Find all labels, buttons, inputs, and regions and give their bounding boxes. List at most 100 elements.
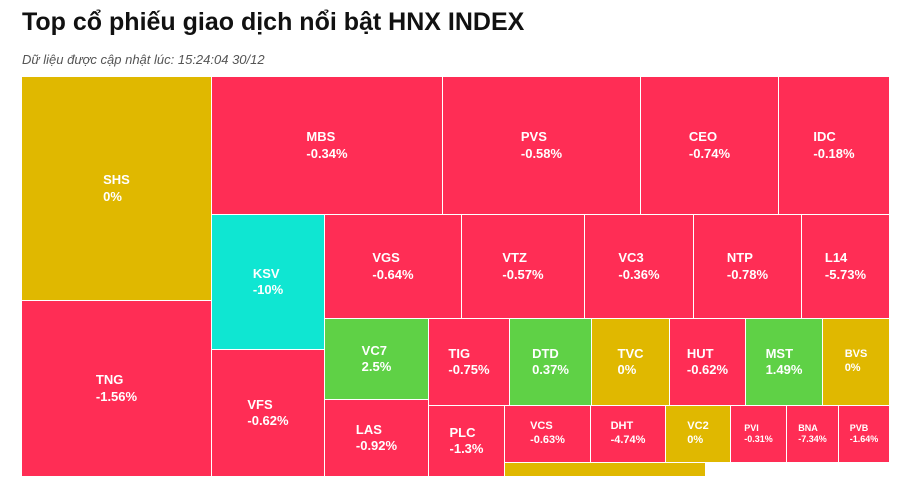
treemap-cell-ksv[interactable]: KSV -10% bbox=[212, 215, 325, 350]
change-label: -0.62% bbox=[686, 362, 729, 377]
treemap-cell-ceo[interactable]: CEO -0.74% bbox=[641, 77, 779, 215]
treemap-cell-tig[interactable]: TIG -0.75% bbox=[429, 319, 510, 406]
treemap-cell-pvb[interactable]: PVB -1.64% bbox=[839, 406, 890, 463]
treemap-cell-ntp[interactable]: NTP -0.78% bbox=[694, 215, 802, 319]
treemap-cell-las[interactable]: LAS -0.92% bbox=[325, 400, 429, 477]
cell-label-group: PVB -1.64% bbox=[850, 423, 879, 446]
change-label: -1.64% bbox=[849, 434, 879, 444]
cell-label-group: VCS -0.63% bbox=[530, 420, 565, 448]
ticker-label: VTZ bbox=[502, 250, 527, 266]
change-label: -0.34% bbox=[306, 145, 348, 161]
treemap-cell-dht[interactable]: DHT -4.74% bbox=[591, 406, 666, 463]
change-label: -0.18% bbox=[813, 145, 855, 161]
change-label: 0% bbox=[103, 188, 122, 204]
treemap-cell-pvi[interactable]: PVI -0.31% bbox=[731, 406, 787, 463]
treemap-cell-plc[interactable]: PLC -1.3% bbox=[429, 406, 505, 477]
change-label: -0.64% bbox=[372, 266, 414, 282]
cell-label-group: BVS 0% bbox=[845, 348, 868, 376]
treemap-cell-mbs[interactable]: MBS -0.34% bbox=[212, 77, 443, 215]
cell-label-group: MBS -0.34% bbox=[306, 129, 347, 162]
treemap-cell-vgs[interactable]: VGS -0.64% bbox=[325, 215, 462, 319]
treemap-cell-vc7[interactable]: VC7 2.5% bbox=[325, 319, 429, 400]
cell-label-group: TVC 0% bbox=[618, 346, 644, 379]
treemap-cell-tvc[interactable]: TVC 0% bbox=[592, 319, 670, 406]
change-label: -7.34% bbox=[798, 434, 827, 444]
change-label: 0% bbox=[687, 434, 704, 446]
ticker-label: MST bbox=[765, 345, 794, 361]
change-label: -0.63% bbox=[530, 434, 565, 446]
ticker-label: PVI bbox=[744, 422, 759, 433]
treemap-cell-dtd[interactable]: DTD 0.37% bbox=[510, 319, 592, 406]
ticker-label: PVB bbox=[849, 422, 869, 433]
change-label: 1.49% bbox=[765, 362, 803, 377]
cell-label-group: VFS -0.62% bbox=[247, 397, 288, 430]
change-label: -1.3% bbox=[449, 441, 484, 456]
change-label: 0% bbox=[617, 362, 637, 377]
treemap-cell-mst[interactable]: MST 1.49% bbox=[746, 319, 823, 406]
treemap-cell-pvs[interactable]: PVS -0.58% bbox=[443, 77, 641, 215]
cell-label-group: L14 -5.73% bbox=[825, 250, 866, 283]
treemap-cell-bna[interactable]: BNA -7.34% bbox=[787, 406, 839, 463]
treemap-chart: SHS 0% TNG -1.56% MBS -0.34% PVS -0.58% CEO -0.74… bbox=[22, 77, 890, 477]
change-label: -1.56% bbox=[95, 388, 138, 404]
change-label: -0.62% bbox=[247, 413, 289, 428]
treemap-cell-vc3[interactable]: VC3 -0.36% bbox=[585, 215, 694, 319]
ticker-label: NTP bbox=[726, 250, 753, 266]
treemap-cell-tng[interactable]: TNG -1.56% bbox=[22, 301, 212, 477]
treemap-cell-bvs[interactable]: BVS 0% bbox=[823, 319, 890, 406]
change-label: -4.74% bbox=[610, 434, 646, 446]
change-label: -0.36% bbox=[618, 266, 660, 282]
cell-label-group: BNA -7.34% bbox=[798, 423, 827, 446]
cell-label-group: MST 1.49% bbox=[766, 346, 803, 379]
ticker-label: CEO bbox=[688, 129, 718, 145]
cell-label-group: DTD 0.37% bbox=[532, 346, 569, 379]
change-label: -0.74% bbox=[688, 145, 731, 161]
ticker-label: LAS bbox=[355, 421, 382, 437]
cell-label-group: NTP -0.78% bbox=[727, 250, 768, 283]
cell-label-group: DHT -4.74% bbox=[611, 420, 646, 448]
change-label: -0.78% bbox=[726, 266, 769, 282]
update-timestamp: Dữ liệu được cập nhật lúc: 15:24:04 30/1… bbox=[22, 52, 265, 67]
cell-label-group: TNG -1.56% bbox=[96, 372, 137, 405]
ticker-label: VC2 bbox=[687, 420, 709, 433]
change-label: 0% bbox=[844, 362, 861, 374]
treemap-cell-hut[interactable]: HUT -0.62% bbox=[670, 319, 746, 406]
ticker-label: PLC bbox=[449, 424, 476, 440]
cell-label-group: VC2 0% bbox=[687, 420, 708, 448]
change-label: -0.75% bbox=[448, 362, 490, 377]
treemap-cell-vfs[interactable]: VFS -0.62% bbox=[212, 350, 325, 477]
ticker-label: SHS bbox=[103, 172, 130, 188]
cell-label-group: VC7 2.5% bbox=[362, 343, 392, 376]
cell-label-group: VGS -0.64% bbox=[372, 250, 413, 283]
treemap-cell-unlabeled-28[interactable] bbox=[505, 463, 706, 477]
treemap-cell-shs[interactable]: SHS 0% bbox=[22, 77, 212, 301]
ticker-label: TIG bbox=[448, 345, 471, 361]
page-title: Top cổ phiếu giao dịch nổi bật HNX INDEX bbox=[22, 8, 525, 36]
treemap-cell-l14[interactable]: L14 -5.73% bbox=[802, 215, 890, 319]
change-label: -0.92% bbox=[355, 438, 398, 453]
ticker-label: TVC bbox=[617, 345, 644, 361]
change-label: 0.37% bbox=[532, 362, 569, 377]
treemap-cell-vc2[interactable]: VC2 0% bbox=[666, 406, 731, 463]
ticker-label: BVS bbox=[844, 348, 868, 361]
ticker-label: KSV bbox=[252, 265, 280, 281]
treemap-cell-idc[interactable]: IDC -0.18% bbox=[779, 77, 890, 215]
cell-label-group: KSV -10% bbox=[253, 266, 283, 299]
change-label: -0.31% bbox=[744, 434, 773, 444]
cell-label-group: LAS -0.92% bbox=[356, 422, 397, 455]
treemap-cell-vtz[interactable]: VTZ -0.57% bbox=[462, 215, 585, 319]
ticker-label: TNG bbox=[95, 372, 124, 388]
ticker-label: DHT bbox=[610, 420, 634, 433]
ticker-label: PVS bbox=[520, 129, 547, 145]
ticker-label: BNA bbox=[798, 422, 818, 433]
cell-label-group: PVS -0.58% bbox=[521, 129, 562, 162]
cell-label-group: PVI -0.31% bbox=[744, 423, 773, 446]
ticker-label: VCS bbox=[530, 420, 553, 433]
cell-label-group: CEO -0.74% bbox=[689, 129, 730, 162]
ticker-label: VGS bbox=[372, 250, 400, 266]
cell-label-group: SHS 0% bbox=[103, 172, 130, 205]
cell-label-group: VC3 -0.36% bbox=[618, 250, 659, 283]
treemap-cell-vcs[interactable]: VCS -0.63% bbox=[505, 406, 591, 463]
change-label: -0.57% bbox=[502, 266, 544, 282]
ticker-label: IDC bbox=[813, 129, 836, 145]
